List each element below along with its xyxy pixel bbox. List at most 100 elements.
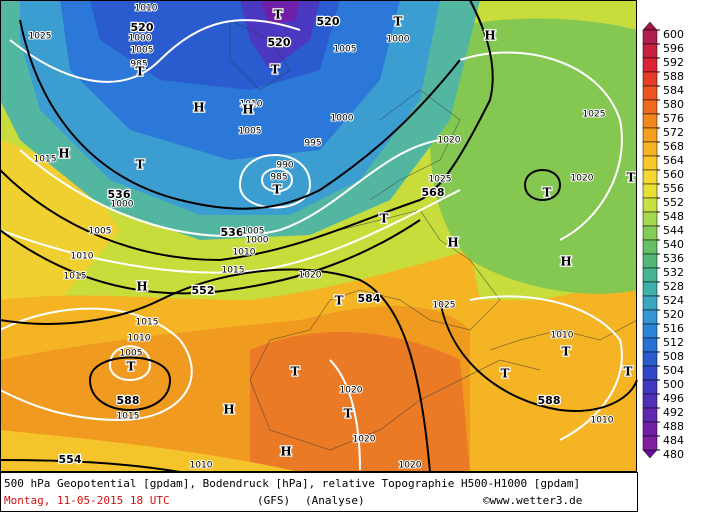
colorbar-tick-label: 588 [663, 70, 684, 83]
pressure-label: 1025 [29, 32, 52, 42]
pressure-center: T [291, 365, 300, 379]
pressure-label: 1020 [353, 435, 376, 445]
pressure-center: T [344, 407, 353, 421]
colorbar-bin [642, 85, 658, 101]
colorbar-tick-label: 508 [663, 350, 684, 363]
pressure-label: 985 [130, 60, 147, 70]
height-label: 520 [268, 36, 291, 49]
colorbar-bin [642, 323, 658, 339]
pressure-label: 985 [270, 173, 287, 183]
colorbar-tick-label: 560 [663, 168, 684, 181]
pressure-center: T [543, 186, 552, 200]
pressure-label: 1020 [340, 386, 363, 396]
height-label: 554 [59, 453, 82, 466]
pressure-center: H [560, 255, 571, 269]
colorbar-tick-label: 528 [663, 280, 684, 293]
pressure-center: T [562, 345, 571, 359]
pressure-label: 1025 [583, 110, 606, 120]
height-label: 536 [108, 188, 131, 201]
colorbar-bin [642, 211, 658, 227]
colorbar-bin [642, 57, 658, 73]
colorbar-tick-label: 600 [663, 28, 684, 41]
map-frame [0, 0, 637, 472]
colorbar-tick-label: 524 [663, 294, 684, 307]
colorbar-tick-label: 536 [663, 252, 684, 265]
colorbar-tick-label: 512 [663, 336, 684, 349]
pressure-center: T [274, 8, 283, 22]
pressure-label: 1015 [136, 318, 159, 328]
pressure-center: T [335, 294, 344, 308]
colorbar-tick-label: 548 [663, 210, 684, 223]
colorbar-bin [642, 337, 658, 353]
pressure-label: 995 [304, 139, 321, 149]
colorbar-bin [642, 141, 658, 157]
colorbar-bin [642, 267, 658, 283]
pressure-label: 1005 [239, 127, 262, 137]
footer-frame [0, 472, 638, 512]
pressure-label: 1020 [399, 461, 422, 471]
colorbar-bin [642, 309, 658, 325]
colorbar-bin [642, 127, 658, 143]
pressure-center: H [484, 29, 495, 43]
colorbar-tick-label: 504 [663, 364, 684, 377]
pressure-label: 1010 [190, 461, 213, 471]
colorbar-bin [642, 197, 658, 213]
pressure-label: 1010 [128, 334, 151, 344]
colorbar-bin [642, 239, 658, 255]
pressure-label: 1010 [135, 4, 158, 14]
pressure-center: T [624, 365, 633, 379]
colorbar-bin [642, 407, 658, 423]
pressure-center: H [193, 101, 204, 115]
colorbar-bin [642, 379, 658, 395]
colorbar-bin [642, 99, 658, 115]
colorbar-bin [642, 281, 658, 297]
colorbar-tick-label: 484 [663, 434, 684, 447]
pressure-label: 1010 [233, 248, 256, 258]
isobars [0, 19, 623, 471]
colorbar-bin [642, 183, 658, 199]
colorbar-bin [642, 295, 658, 311]
pressure-label: 1000 [331, 114, 354, 124]
colorbar-bin [642, 113, 658, 129]
pressure-label: 1005 [334, 45, 357, 55]
pressure-label: 1015 [222, 266, 245, 276]
footer-model: (GFS) [257, 494, 290, 507]
pressure-label: 1025 [433, 301, 456, 311]
map-labels: 520 520 520 536 536 552 568 584 588 588 554 1010 102… [28, 3, 637, 472]
colorbar-tick-label: 572 [663, 126, 684, 139]
pressure-label: 1000 [111, 200, 134, 210]
height-label: 520 [317, 15, 340, 28]
colorbar-tick-label: 552 [663, 196, 684, 209]
pressure-label: 1015 [64, 272, 87, 282]
footer: 500 hPa Geopotential [gpdam], Bodendruck… [0, 472, 638, 512]
pressure-label: 1000 [246, 236, 269, 246]
coastlines [229, 19, 638, 451]
height-label: 584 [358, 292, 381, 305]
colorbar-tick-label: 496 [663, 392, 684, 405]
height-label: 588 [117, 394, 140, 407]
colorbar-bin [642, 225, 658, 241]
pressure-label: 1010 [240, 100, 263, 110]
pressure-label: 1010 [591, 416, 614, 426]
map-background [0, 0, 637, 472]
footer-description: 500 hPa Geopotential [gpdam], Bodendruck… [4, 477, 580, 490]
pressure-center: T [394, 15, 403, 29]
height-label: 552 [192, 284, 215, 297]
colorbar-bin [642, 71, 658, 87]
colorbar: 6005965925885845805765725685645605565525… [642, 21, 684, 461]
pressure-center: T [271, 63, 280, 77]
colorbar-tick-label: 568 [663, 140, 684, 153]
pressure-label: 1020 [438, 136, 461, 146]
colorbar-tick-label: 540 [663, 238, 684, 251]
pressure-label: 1020 [299, 271, 322, 281]
pressure-label: 1005 [242, 227, 265, 237]
colorbar-tick-label: 576 [663, 112, 684, 125]
colorbar-tick-label: 544 [663, 224, 684, 237]
colorbar-bin [642, 253, 658, 269]
pressure-center: T [136, 158, 145, 172]
colorbar-tick-label: 520 [663, 308, 684, 321]
colorbar-bin [642, 421, 658, 437]
pressure-center: T [136, 65, 145, 79]
pressure-center: H [280, 445, 291, 459]
height-label: 520 [131, 21, 154, 34]
